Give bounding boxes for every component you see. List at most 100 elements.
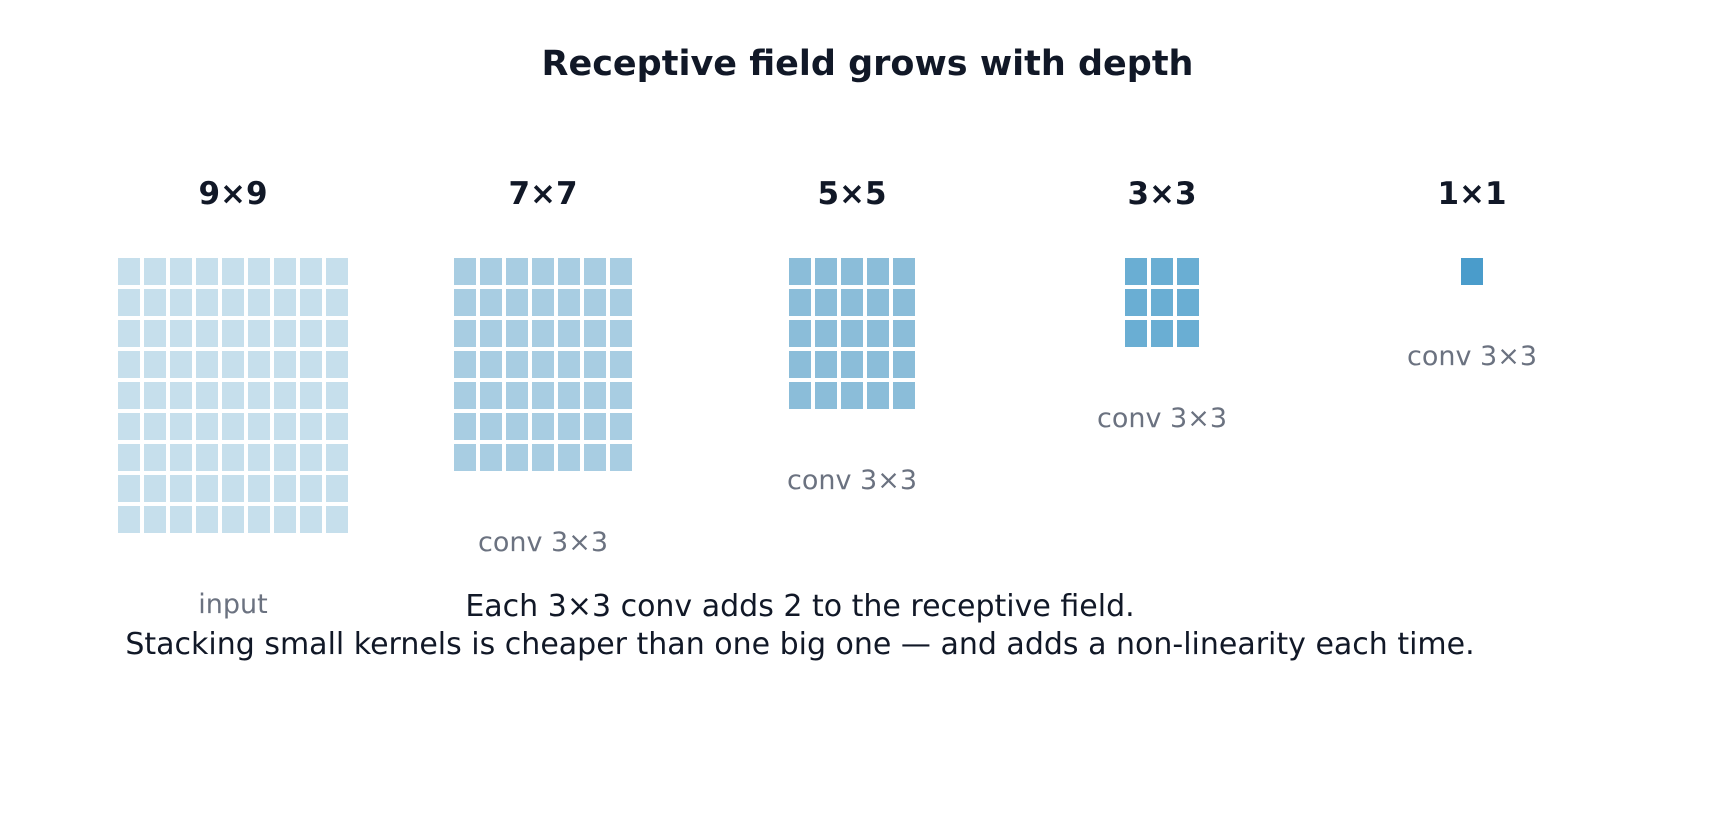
grid-cell: [1125, 289, 1147, 316]
grid-cell: [867, 382, 889, 409]
grid-cell: [222, 475, 244, 502]
grid-cell: [222, 382, 244, 409]
grid-cell: [893, 258, 915, 285]
grid-cell: [480, 351, 502, 378]
grid-cell: [196, 351, 218, 378]
grid-cell: [326, 382, 348, 409]
grid-cell: [789, 320, 811, 347]
grid-cell: [454, 382, 476, 409]
grid-cell: [196, 413, 218, 440]
grid-cell: [1151, 289, 1173, 316]
grid-cell: [248, 444, 270, 471]
grid-cell: [274, 413, 296, 440]
stage-size-label: 9×9: [198, 176, 268, 212]
grid-cell: [841, 351, 863, 378]
grid-cell: [222, 258, 244, 285]
grid-cell: [610, 320, 632, 347]
stage-size-label: 5×5: [817, 176, 887, 212]
grid-cell: [222, 413, 244, 440]
grid-cell: [144, 413, 166, 440]
grid-cell: [300, 320, 322, 347]
grid-cell: [144, 506, 166, 533]
grid-cell: [558, 320, 580, 347]
grid-cell: [532, 444, 554, 471]
grid-cell: [610, 258, 632, 285]
grid-cell: [480, 258, 502, 285]
grid-cell: [144, 475, 166, 502]
grid-cell: [170, 289, 192, 316]
grid-cell: [300, 382, 322, 409]
grid-cell: [118, 444, 140, 471]
grid-cell: [222, 444, 244, 471]
grid-cell: [144, 444, 166, 471]
grid-cell: [841, 289, 863, 316]
stage-op-label: conv 3×3: [1096, 403, 1228, 434]
grid-cell: [170, 444, 192, 471]
grid-cell: [248, 258, 270, 285]
grid-cell: [248, 475, 270, 502]
grid-cell: [300, 258, 322, 285]
stage-size-label: 3×3: [1127, 176, 1197, 212]
grid-cell: [118, 382, 140, 409]
grid-cell: [248, 320, 270, 347]
grid-cell: [1177, 258, 1199, 285]
grid-cell: [1125, 320, 1147, 347]
grid-cell: [170, 382, 192, 409]
grid-cell: [144, 351, 166, 378]
grid-cell: [506, 413, 528, 440]
grid-cell: [326, 289, 348, 316]
stage-2: 7×7 conv 3×3: [393, 0, 693, 700]
grid-cell: [196, 506, 218, 533]
grid-cell: [248, 351, 270, 378]
grid-cell: [326, 444, 348, 471]
grid-cell: [300, 289, 322, 316]
grid-cell: [144, 289, 166, 316]
grid-cell: [326, 475, 348, 502]
grid-cell: [222, 320, 244, 347]
stage-3: 5×5 conv 3×3: [702, 0, 1002, 700]
grid-cell: [584, 444, 606, 471]
grid-cell: [841, 320, 863, 347]
grid-cell: [841, 258, 863, 285]
grid-cell: [506, 444, 528, 471]
grid-cell: [196, 444, 218, 471]
grid-cell: [1177, 320, 1199, 347]
grid-cell: [480, 382, 502, 409]
grid-cell: [789, 258, 811, 285]
grid-cell: [789, 351, 811, 378]
grid-cell: [454, 413, 476, 440]
stage-4: 3×3 conv 3×3: [1012, 0, 1312, 700]
grid-cell: [118, 351, 140, 378]
grid-cell: [248, 289, 270, 316]
grid-cell: [558, 351, 580, 378]
grid-cell: [815, 382, 837, 409]
grid-cell: [815, 320, 837, 347]
grid-cell: [584, 258, 606, 285]
grid-cell: [326, 506, 348, 533]
stage-op-label: conv 3×3: [477, 527, 609, 558]
grid-cell: [118, 475, 140, 502]
grid-cell: [532, 413, 554, 440]
grid-cell: [867, 351, 889, 378]
grid-cell: [300, 506, 322, 533]
grid-cell: [480, 289, 502, 316]
grid-cell: [274, 475, 296, 502]
grid-cell: [170, 475, 192, 502]
grid-cell: [454, 289, 476, 316]
grid-cell: [893, 320, 915, 347]
grid-cell: [789, 382, 811, 409]
caption-line-2: Stacking small kernels is cheaper than o…: [125, 627, 1475, 662]
grid-cell: [584, 289, 606, 316]
grid-cell: [867, 320, 889, 347]
caption-line-1: Each 3×3 conv adds 2 to the receptive fi…: [465, 589, 1135, 624]
grid-cell: [300, 444, 322, 471]
grid-cell: [558, 258, 580, 285]
grid-cell: [326, 351, 348, 378]
feature-grid: [789, 258, 915, 409]
grid-cell: [480, 413, 502, 440]
grid-cell: [584, 351, 606, 378]
grid-cell: [532, 382, 554, 409]
grid-cell: [867, 258, 889, 285]
grid-cell: [196, 289, 218, 316]
feature-grid: [1125, 258, 1199, 347]
